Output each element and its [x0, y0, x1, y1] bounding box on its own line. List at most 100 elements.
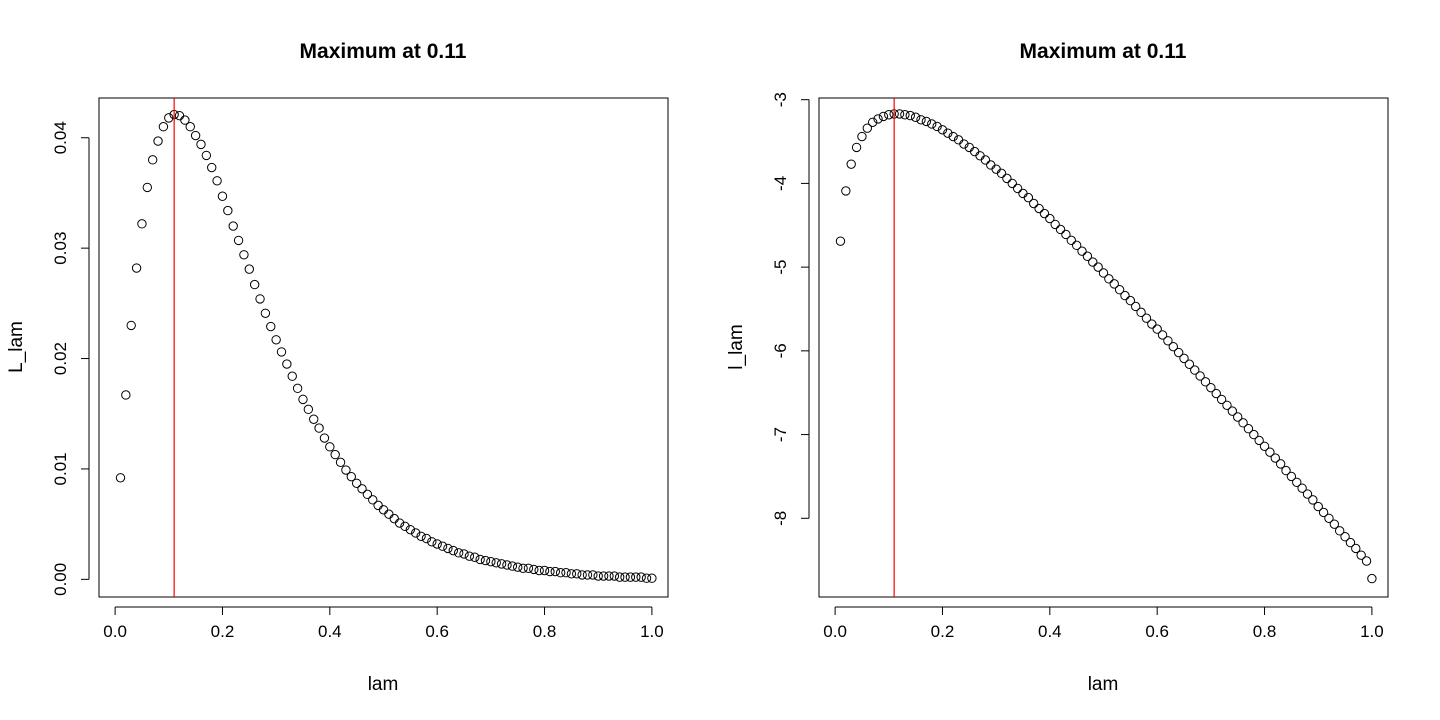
data-point: [362, 489, 373, 500]
data-point: [1066, 235, 1076, 246]
data-point: [228, 221, 238, 231]
plot-frame-right: [818, 97, 1389, 598]
data-point: [1055, 224, 1066, 235]
x-tick-label: 0.0: [823, 622, 847, 641]
y-ticks-left: 0.00 0.01 0.02 0.03 0.04: [51, 121, 90, 596]
data-point: [502, 560, 512, 570]
data-point: [959, 139, 969, 149]
x-axis-label-left: lam: [368, 674, 399, 695]
data-point: [862, 123, 873, 133]
data-point: [1265, 447, 1275, 457]
data-point: [857, 131, 867, 142]
data-point: [1173, 347, 1184, 358]
data-point: [604, 571, 614, 581]
data-point: [357, 484, 367, 494]
data-point: [480, 555, 491, 566]
data-point: [555, 568, 566, 578]
data-point: [534, 565, 544, 576]
data-point: [1297, 483, 1307, 493]
data-point: [841, 186, 851, 196]
data-point: [1029, 198, 1039, 209]
y-tick-label: -5: [771, 260, 790, 275]
panel-left: Maximum at 0.11 0.0 0.2 0.4 0.6 0.8 1.0 0.00 0…: [6, 40, 669, 695]
y-tick-label: -6: [771, 343, 790, 358]
data-point: [1109, 279, 1119, 289]
data-point: [1275, 459, 1286, 469]
data-point: [884, 110, 894, 120]
data-point: [582, 570, 593, 580]
data-point: [1179, 353, 1189, 364]
data-point: [1351, 543, 1361, 554]
data-point: [927, 119, 937, 129]
data-point: [620, 572, 630, 582]
data-point: [1168, 341, 1178, 352]
data-point: [996, 168, 1007, 179]
data-point: [378, 505, 389, 515]
data-point: [368, 495, 378, 505]
x-tick-label: 0.6: [1145, 622, 1169, 641]
data-point: [1195, 371, 1205, 381]
data-point: [572, 569, 582, 579]
data-point: [164, 113, 174, 123]
data-point: [443, 543, 453, 554]
data-point: [991, 164, 1001, 174]
data-point: [384, 509, 394, 519]
data-point: [233, 235, 244, 246]
data-point: [577, 570, 587, 580]
y-tick-label: 0.00: [51, 563, 70, 596]
data-point: [1227, 406, 1238, 416]
y-tick-label: -4: [771, 176, 790, 191]
data-point: [330, 449, 340, 460]
data-point: [1232, 412, 1243, 422]
data-point: [867, 117, 878, 127]
data-point: [1104, 274, 1114, 284]
x-tick-label: 0.2: [931, 622, 955, 641]
plot-title-left: Maximum at 0.11: [300, 40, 467, 63]
data-point: [1190, 365, 1200, 375]
data-point: [190, 130, 201, 141]
data-point: [1012, 183, 1023, 194]
data-point: [1281, 465, 1291, 476]
panel-right: Maximum at 0.11 0.0 0.2 0.4 0.6 0.8 1.0 -8-7-…: [726, 40, 1389, 695]
data-point: [512, 562, 523, 572]
data-point: [346, 471, 356, 482]
data-point: [464, 551, 475, 561]
data-point: [1163, 336, 1173, 346]
data-point: [255, 294, 265, 304]
data-point: [1243, 424, 1254, 434]
data-point: [1131, 301, 1141, 312]
y-tick-label: 0.04: [51, 121, 70, 154]
data-point: [561, 568, 571, 578]
data-point: [427, 537, 437, 547]
data-point: [1147, 319, 1157, 329]
data-point: [609, 571, 620, 581]
data-point: [1318, 507, 1329, 518]
x-tick-label: 0.8: [1253, 622, 1277, 641]
data-point: [529, 564, 539, 575]
data-point: [636, 572, 646, 582]
data-point: [373, 500, 383, 511]
y-tick-label: 0.03: [51, 232, 70, 265]
x-ticks-left: 0.0 0.2 0.4 0.6 0.8 1.0: [103, 606, 664, 641]
data-point: [303, 404, 314, 415]
data-point: [207, 162, 217, 173]
data-point: [1345, 537, 1356, 548]
data-point: [174, 110, 185, 121]
data-point: [1292, 477, 1302, 487]
data-point: [1329, 519, 1340, 529]
data-point: [287, 371, 297, 381]
data-point: [539, 565, 550, 576]
data-point: [1141, 313, 1152, 323]
data-point: [921, 116, 932, 127]
data-point: [1045, 213, 1055, 224]
data-point: [835, 236, 846, 246]
data-point: [1093, 262, 1103, 272]
y-axis-label-left: L_lam: [6, 321, 27, 373]
data-point: [1050, 219, 1060, 230]
data-point: [153, 136, 163, 146]
data-point: [1098, 268, 1109, 278]
data-point: [900, 110, 910, 120]
data-point: [1222, 400, 1232, 410]
data-point: [873, 114, 883, 124]
plot-title-right: Maximum at 0.11: [1020, 40, 1187, 63]
